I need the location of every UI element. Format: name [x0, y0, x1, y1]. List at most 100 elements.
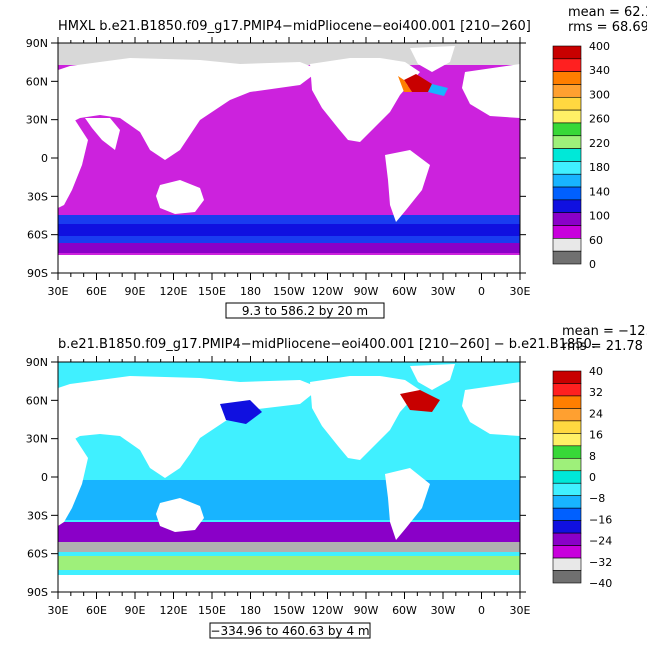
- panel-2-x-tick-label: 30E: [48, 604, 69, 617]
- panel-2-range-label: −334.96 to 460.63 by 4 m: [210, 624, 369, 638]
- panel-2-colorbar-swatch: [552, 557, 582, 571]
- panel-1-colorbar-swatch: [552, 84, 582, 98]
- panel-2-southern-ocean-grey: [58, 542, 520, 552]
- panel-1-greenland: [410, 46, 455, 72]
- panel-1-x-tick-label: 90E: [125, 285, 146, 298]
- panel-2-colorbar-swatch: [552, 507, 582, 521]
- panel-2-colorbar-label: −16: [589, 513, 612, 526]
- panel-1-southern-ocean-inner: [58, 224, 520, 236]
- panel-2-colorbar-label: −8: [589, 492, 605, 505]
- panel-1-x-tick-label: 60W: [392, 285, 417, 298]
- panel-1-range-label: 9.3 to 586.2 by 20 m: [242, 304, 368, 318]
- panel-2-y-tick-label: 60S: [27, 548, 48, 561]
- panel-1-colorbar-swatch: [552, 109, 582, 124]
- panel-1-colorbar-label: 220: [589, 137, 610, 150]
- panel-2-colorbar-swatch: [552, 495, 582, 509]
- panel-2-colorbar-label: 24: [589, 407, 603, 420]
- panel-1-x-tick-label: 180: [240, 285, 261, 298]
- panel-1-map: [58, 43, 520, 273]
- panel-1-colorbar-swatch: [552, 199, 582, 214]
- panel-1-north-atlantic-max: [404, 74, 432, 92]
- panel-2-south-america: [385, 468, 430, 540]
- panel-2-x-tick-label: 120W: [312, 604, 344, 617]
- panel-1-y-tick-label: 30N: [26, 114, 48, 127]
- panel-1-asia: [58, 58, 320, 160]
- panel-1-colorbar-label: 180: [589, 161, 610, 174]
- panel-1-stat-mean: mean = 62.17: [568, 5, 647, 20]
- panel-2-colorbar-swatch: [552, 445, 582, 459]
- panel-1-y-tick-label: 90S: [27, 267, 48, 280]
- panel-2-australia: [156, 498, 204, 532]
- panel-2-y-tick-label: 30S: [27, 509, 48, 522]
- panel-1-arabia-india: [85, 118, 120, 150]
- panel-1-x-tick-label: 90W: [354, 285, 379, 298]
- panel-1-colorbar-label: 400: [589, 40, 610, 53]
- panel-2-colorbar-swatch: [552, 395, 582, 409]
- panel-1-x-tick-label: 120E: [160, 285, 188, 298]
- panel-2-europe: [462, 382, 520, 436]
- panel-2-colorbar-swatch: [552, 482, 582, 497]
- panel-2-colorbar-label: 16: [589, 429, 603, 442]
- panel-2-x-axis: 30E 60E 90E 120E 150E 180 150W 120W 90W 60W 30W 0 30…: [48, 356, 531, 617]
- panel-2-colorbar-label: 0: [589, 471, 596, 484]
- panel-2-north-america: [310, 376, 420, 460]
- panel-2-colorbar-label: −24: [589, 535, 612, 548]
- panel-2-colorbar-swatch: [552, 570, 582, 584]
- panel-2-x-tick-label: 150W: [273, 604, 305, 617]
- panel-1-colorbar-swatch: [552, 58, 582, 72]
- panel-1-colorbar-swatch: [552, 238, 582, 252]
- panel-1-north-america: [310, 58, 420, 142]
- panel-2-y-tick-label: 30N: [26, 433, 48, 446]
- panel-1-colorbar-label: 100: [589, 210, 610, 223]
- panel-2-southern-ocean-green: [58, 556, 520, 570]
- panel-1-colorbar-label: 0: [589, 258, 596, 271]
- panel-1-x-tick-label: 60E: [86, 285, 107, 298]
- panel-1-south-america: [385, 150, 430, 222]
- panel-2-y-tick-label: 0: [41, 471, 48, 484]
- panel-2-asia: [58, 376, 320, 478]
- panel-2-range-box: [209, 622, 371, 639]
- panel-2-stat-rms: rms = 21.78: [562, 339, 643, 354]
- panel-2-map: [58, 362, 520, 592]
- panel-1-colorbar-label: 140: [589, 185, 610, 198]
- panel-2-colorbar-swatch: [552, 433, 582, 447]
- panel-2-x-tick-label: 60W: [392, 604, 417, 617]
- panel-2-colorbar-swatch: [552, 370, 582, 384]
- panel-2-stat-mean: mean = −12.37: [562, 324, 647, 339]
- panel-1-y-tick-label: 30S: [27, 190, 48, 203]
- panel-1-y-tick-label: 60S: [27, 229, 48, 242]
- panel-1-colorbar-swatch: [552, 212, 582, 226]
- panel-2-x-tick-label: 30W: [431, 604, 456, 617]
- panel-1-colorbar-swatch: [552, 250, 582, 265]
- panel-1-x-tick-label: 150W: [273, 285, 305, 298]
- panel-1-colorbar-swatch: [552, 45, 582, 60]
- panel-2-ocean-mid-band: [58, 480, 520, 520]
- panel-2-y-axis: 90N 60N 30N 0 30S 60S 90S: [26, 356, 526, 599]
- panel-2-colorbar-label: −40: [589, 577, 612, 590]
- panel-1-x-axis: 30E 60E 90E 120E 150E 180 150W 120W 90W 60W 30W 0 30…: [48, 37, 531, 298]
- panel-1-colorbar-label: 340: [589, 64, 610, 77]
- panel-1-stat-rms: rms = 68.69: [568, 20, 647, 35]
- panel-2-colorbar-swatch: [552, 383, 582, 397]
- panel-2: b.e21.B1850.f09_g17.PMIP4−midPliocene−eo…: [26, 324, 647, 639]
- panel-2-colorbar-swatch: [552, 457, 582, 472]
- panel-1-x-tick-label: 120W: [312, 285, 344, 298]
- panel-2-colorbar-label: 40: [589, 365, 603, 378]
- panel-2-colorbar-label: −32: [589, 556, 612, 569]
- panel-2-y-tick-label: 90N: [26, 356, 48, 369]
- panel-1-x-tick-label: 150E: [198, 285, 226, 298]
- panel-1-colorbar: 400 340 300 260 220 180 140 100 60 0: [552, 40, 610, 271]
- panel-2-north-pacific-low: [220, 400, 262, 424]
- panel-2-antarctica: [58, 575, 520, 592]
- panel-1-x-tick-label: 30E: [48, 285, 69, 298]
- panel-1-north-atlantic-cyan: [428, 84, 448, 96]
- panel-1-europe: [462, 64, 520, 118]
- panel-2-x-tick-label: 180: [240, 604, 261, 617]
- panel-2-north-atlantic-max: [400, 390, 440, 412]
- panel-2-y-tick-label: 60N: [26, 394, 48, 407]
- panel-1-antarctica: [58, 255, 520, 273]
- panel-2-x-tick-label: 30E: [510, 604, 531, 617]
- panel-2-x-tick-label: 120E: [160, 604, 188, 617]
- panel-1-x-tick-label: 0: [478, 285, 485, 298]
